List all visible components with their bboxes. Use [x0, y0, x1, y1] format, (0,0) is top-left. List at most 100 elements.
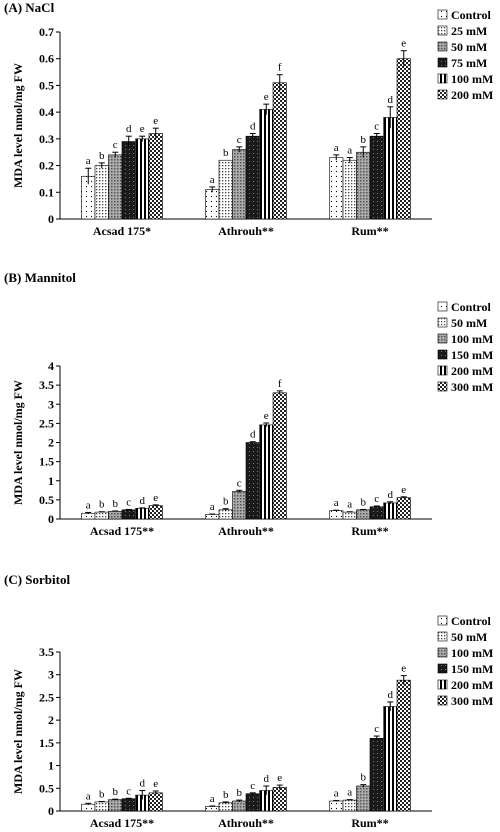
significance-letter: e [401, 484, 406, 496]
bar [329, 157, 344, 220]
y-tick-label: 2.5 [39, 690, 54, 704]
y-tick-label: 0 [48, 512, 54, 526]
bar [205, 806, 220, 812]
y-tick-label: 1.5 [39, 455, 54, 469]
bar [259, 424, 274, 520]
bar [356, 151, 371, 220]
significance-letter: a [210, 793, 215, 805]
legend-swatch [437, 9, 448, 20]
bar [342, 159, 357, 220]
significance-letter: f [278, 62, 282, 74]
significance-letter: e [153, 492, 158, 504]
bar [218, 159, 233, 220]
legend-label: 50 mM [451, 316, 487, 330]
significance-letter: b [113, 786, 119, 798]
significance-letter: d [140, 778, 146, 790]
legend-label: 100 mM [451, 72, 493, 86]
bar [232, 149, 247, 220]
panel-title: (C) Sorbitol [4, 572, 71, 587]
x-tick-label: Rum** [351, 816, 388, 830]
panel-title: (A) NaCl [4, 0, 55, 15]
significance-letter: d [140, 495, 146, 507]
y-tick-label: 3.5 [39, 378, 54, 392]
x-tick-label: Rum** [351, 224, 388, 238]
bar [369, 135, 384, 220]
bar [369, 506, 384, 520]
legend-label: 300 mM [451, 380, 493, 394]
y-axis-label: MDA level nmol/mg FW [11, 380, 25, 505]
legend-swatch [437, 663, 448, 674]
legend-label: 200 mM [451, 678, 493, 692]
significance-letter: c [113, 139, 118, 151]
significance-letter: a [210, 501, 215, 513]
legend-swatch [437, 381, 448, 392]
significance-letter: c [250, 780, 255, 792]
x-tick-label: Acsad 175** [90, 524, 154, 538]
y-tick-label: 3.5 [39, 645, 54, 659]
significance-letter: d [388, 689, 394, 701]
significance-letter: b [99, 788, 105, 800]
bar [148, 792, 163, 812]
significance-letter: c [126, 785, 131, 797]
bar [108, 154, 123, 220]
significance-letter: b [361, 496, 367, 508]
bar [94, 165, 109, 220]
significance-letter: e [277, 772, 282, 784]
significance-letter: d [250, 429, 256, 441]
legend-label: 100 mM [451, 646, 493, 660]
bar [396, 679, 411, 812]
significance-letter: c [374, 493, 379, 505]
significance-letter: e [401, 663, 406, 675]
y-tick-label: 0.4 [39, 105, 54, 119]
y-axis-label: MDA level nmol/mg FW [11, 63, 25, 188]
significance-letter: a [86, 155, 91, 167]
legend-swatch [437, 317, 448, 328]
legend-swatch [437, 57, 448, 68]
significance-letter: e [264, 91, 269, 103]
chart-panel-nacl: (A) NaCl 0 0.1 0.2 0.3 0.4 0.5 0.6 0.7 MDA level… [0, 0, 500, 260]
significance-letter: e [401, 38, 406, 50]
y-tick-label: 2 [48, 436, 54, 450]
y-tick-label: 0.7 [39, 25, 54, 39]
bar [329, 510, 344, 520]
y-tick-label: 2 [48, 713, 54, 727]
bar [245, 135, 260, 220]
legend-label: 200 mM [451, 88, 493, 102]
bar [272, 82, 287, 220]
significance-letter: a [334, 788, 339, 800]
bar [135, 507, 150, 520]
bar [396, 58, 411, 220]
bar [108, 799, 123, 812]
significance-letter: a [334, 142, 339, 154]
y-tick-label: 0 [48, 212, 54, 226]
legend-label: 200 mM [451, 364, 493, 378]
bar [245, 793, 260, 812]
y-tick-label: 0.3 [39, 132, 54, 146]
significance-letter: d [264, 773, 270, 785]
significance-letter: b [223, 147, 229, 159]
chart-panel-sorbitol: (C) Sorbitol 0 0.5 1 1.5 2 2.5 3 3.5 MDA level n… [0, 572, 500, 832]
bar [396, 497, 411, 520]
legend-label: 300 mM [451, 694, 493, 708]
bar [94, 801, 109, 812]
bar [205, 514, 220, 520]
significance-letter: b [99, 150, 105, 162]
bar [121, 141, 136, 220]
significance-letter: b [361, 772, 367, 784]
significance-letter: d [388, 94, 394, 106]
chart-panel-mannitol: (B) Mannitol 0 0.5 1 1.5 2 2.5 3 3.5 4 MDA level … [0, 270, 500, 560]
bar [81, 803, 96, 812]
y-tick-label: 1 [48, 759, 54, 773]
significance-letter: d [388, 489, 394, 501]
bar [218, 802, 233, 812]
significance-letter: c [237, 477, 242, 489]
legend-label: 75 mM [451, 56, 487, 70]
bar [342, 799, 357, 812]
y-tick-label: 0.5 [39, 781, 54, 795]
significance-letter: a [210, 174, 215, 186]
significance-letter: b [237, 787, 243, 799]
significance-letter: d [126, 123, 132, 135]
bar [108, 511, 123, 520]
y-tick-label: 0.5 [39, 78, 54, 92]
